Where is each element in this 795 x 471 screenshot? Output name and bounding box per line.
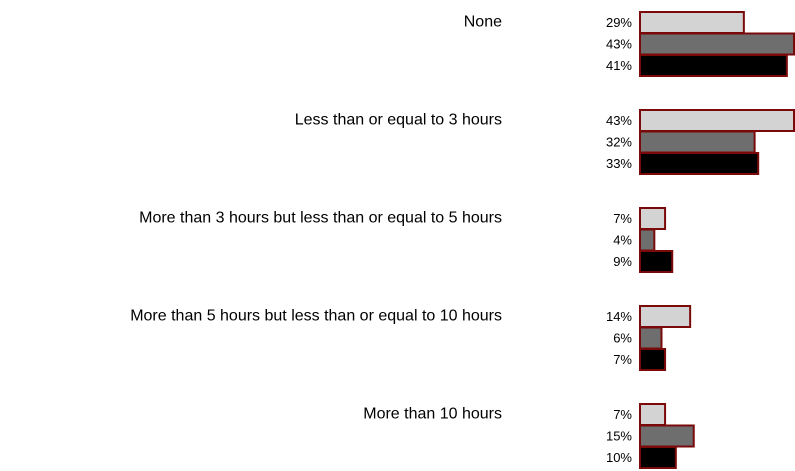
value-label: 43% <box>606 36 632 51</box>
value-label: 6% <box>613 330 632 345</box>
bar <box>639 11 745 34</box>
value-label: 7% <box>613 211 632 226</box>
bar <box>639 54 788 77</box>
value-label: 32% <box>606 134 632 149</box>
bar <box>639 32 795 56</box>
value-label: 33% <box>606 156 632 171</box>
value-label: 4% <box>613 232 632 247</box>
bar <box>639 326 663 350</box>
value-label: 14% <box>606 309 632 324</box>
bar <box>639 228 656 252</box>
value-label: 10% <box>606 450 632 465</box>
value-label: 29% <box>606 15 632 30</box>
value-label: 7% <box>613 352 632 367</box>
bar <box>639 446 677 469</box>
bar <box>639 207 667 230</box>
value-label: 41% <box>606 58 632 73</box>
value-label: 43% <box>606 113 632 128</box>
value-label: 9% <box>613 254 632 269</box>
category-label: More than 10 hours <box>363 406 502 423</box>
value-label: 7% <box>613 407 632 422</box>
bar <box>639 424 695 448</box>
bar <box>639 152 760 175</box>
bar <box>639 250 674 273</box>
bar <box>639 305 692 328</box>
category-label: More than 5 hours but less than or equal… <box>130 308 502 325</box>
category-label: Less than or equal to 3 hours <box>295 112 502 129</box>
bar <box>639 403 667 426</box>
bar <box>639 109 795 132</box>
bar <box>639 348 667 371</box>
category-label: None <box>464 14 502 31</box>
category-label: More than 3 hours but less than or equal… <box>139 210 502 227</box>
bar <box>639 130 756 154</box>
value-label: 15% <box>606 428 632 443</box>
